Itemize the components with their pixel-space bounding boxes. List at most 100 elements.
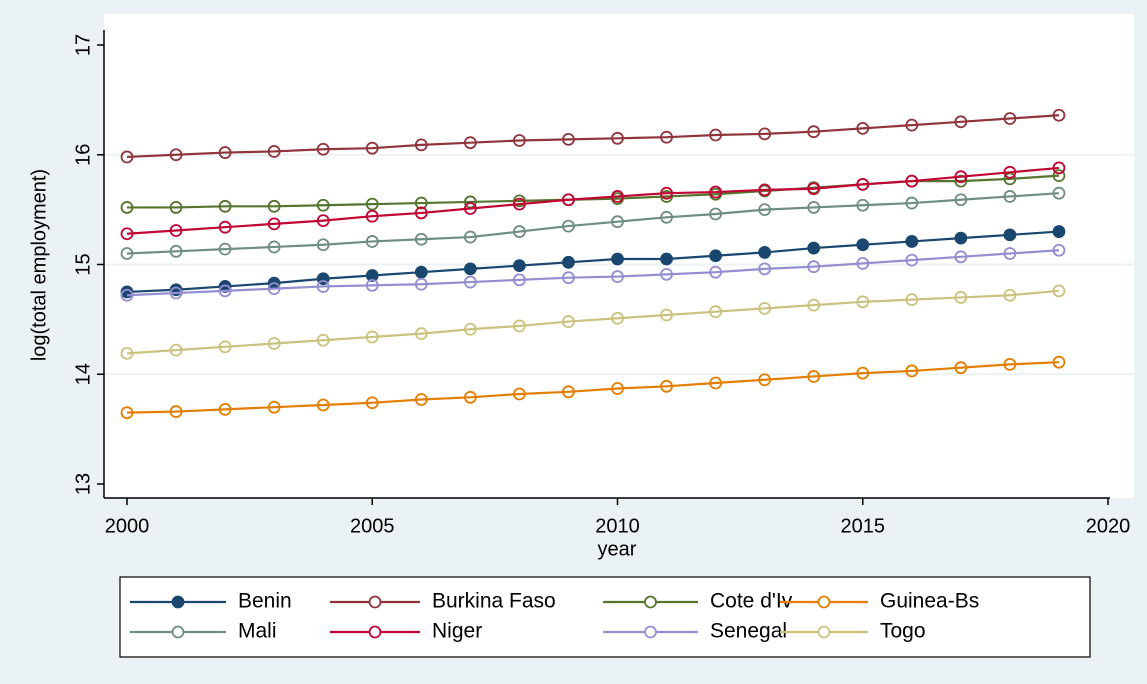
point [120, 227, 134, 241]
y-tick-label: 14 [72, 363, 94, 385]
point [267, 282, 281, 296]
point [218, 242, 232, 256]
point [807, 125, 821, 139]
point [660, 252, 673, 266]
point [1052, 161, 1066, 175]
point [316, 214, 330, 228]
point [709, 305, 722, 319]
point [267, 199, 281, 213]
point [856, 257, 870, 270]
point [365, 269, 379, 282]
point [709, 207, 722, 221]
point [709, 128, 722, 142]
series-line [126, 289, 1060, 355]
series-line [126, 230, 1060, 294]
x-tick-label: 2010 [595, 515, 640, 537]
point [905, 196, 919, 210]
point [758, 373, 772, 387]
point [856, 122, 870, 135]
point [218, 280, 232, 293]
point [856, 295, 870, 309]
series-line [126, 192, 1060, 255]
legend-label: Benin [238, 590, 292, 613]
point [218, 220, 232, 234]
x-tick-label: 2000 [105, 515, 150, 537]
legend-label: Burkina Faso [432, 590, 556, 613]
point [758, 262, 772, 276]
point [807, 298, 821, 312]
legend-marker [368, 625, 382, 639]
point [905, 174, 919, 188]
point [316, 142, 330, 156]
point [169, 244, 183, 258]
series-line [126, 361, 1059, 414]
point [267, 400, 281, 414]
point [267, 337, 281, 350]
point [463, 275, 477, 289]
point [758, 203, 772, 217]
point [513, 387, 526, 401]
point [414, 196, 428, 210]
point [414, 327, 428, 341]
point [758, 127, 772, 141]
point [267, 217, 281, 231]
point [1003, 112, 1017, 125]
point [709, 249, 722, 263]
point [1052, 108, 1066, 122]
point [218, 340, 232, 354]
point [414, 206, 428, 220]
point [709, 265, 722, 279]
x-tick-label: 2015 [841, 515, 886, 537]
point [414, 277, 428, 291]
point [758, 183, 772, 197]
point [365, 396, 379, 410]
point [1052, 186, 1066, 200]
point [562, 193, 575, 207]
y-tick-label: 17 [72, 34, 94, 56]
point [316, 333, 330, 347]
point [611, 382, 624, 395]
point [954, 174, 968, 188]
point [611, 131, 624, 145]
point [414, 393, 428, 406]
point [169, 148, 183, 162]
point [513, 319, 526, 333]
point [660, 267, 673, 281]
point [365, 330, 379, 344]
y-tick-label: 16 [72, 144, 94, 166]
point [120, 288, 134, 302]
series-line [126, 114, 1060, 159]
point [660, 379, 673, 393]
point [365, 141, 379, 155]
point [513, 134, 526, 147]
point [316, 198, 330, 212]
point [660, 308, 673, 322]
point [562, 255, 575, 269]
point [1052, 243, 1066, 257]
series-line [126, 166, 1060, 235]
point [562, 315, 575, 328]
point [1003, 190, 1017, 203]
point [807, 370, 821, 383]
point [807, 201, 821, 214]
legend-marker [817, 595, 831, 609]
point [463, 230, 477, 244]
point [905, 253, 919, 267]
point [463, 322, 477, 336]
point [365, 209, 379, 223]
point [954, 170, 968, 184]
point [807, 241, 821, 255]
point [365, 197, 379, 211]
point [709, 185, 722, 199]
point [807, 182, 821, 196]
point [954, 231, 968, 245]
y-axis-title: log(total employment) [28, 169, 50, 361]
legend-label: Mali [238, 620, 277, 643]
point [660, 186, 673, 200]
point [365, 278, 379, 292]
point [218, 402, 232, 416]
legend-marker [817, 625, 831, 639]
point [414, 265, 428, 279]
point [316, 398, 330, 412]
